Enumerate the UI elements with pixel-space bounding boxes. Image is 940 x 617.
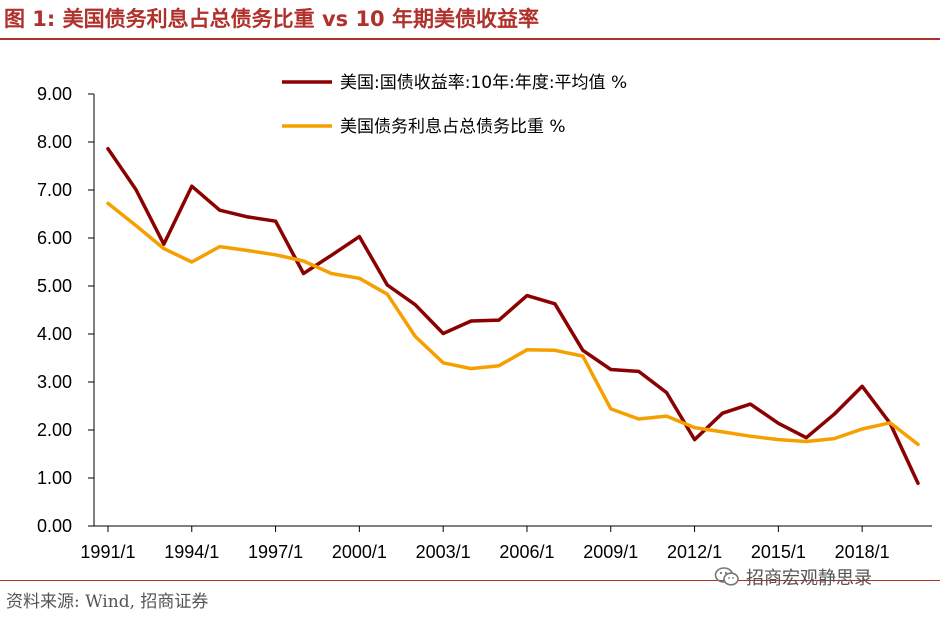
- watermark-text: 招商宏观静思录: [746, 568, 872, 589]
- x-tick-label: 1991/1: [80, 542, 135, 562]
- source-note: 资料来源: Wind, 招商证券: [6, 592, 209, 612]
- x-tick-label: 2000/1: [332, 542, 387, 562]
- legend-label-1: 美国:国债收益率:10年:年度:平均值 %: [340, 73, 627, 93]
- y-tick-label: 2.00: [37, 420, 72, 440]
- x-tick-label: 1997/1: [248, 542, 303, 562]
- x-tick-label: 2003/1: [416, 542, 471, 562]
- y-tick-label: 0.00: [37, 516, 72, 536]
- x-tick-label: 2006/1: [499, 542, 554, 562]
- wechat-icon: [714, 567, 739, 586]
- y-tick-label: 4.00: [37, 324, 72, 344]
- series-line-1: [106, 146, 920, 486]
- y-tick-label: 7.00: [37, 180, 72, 200]
- x-tick-label: 2012/1: [667, 542, 722, 562]
- y-tick-label: 8.00: [37, 132, 72, 152]
- y-tick-label: 6.00: [37, 228, 72, 248]
- series-line-2: [106, 201, 920, 447]
- x-tick-label: 2015/1: [751, 542, 806, 562]
- x-tick-label: 1994/1: [164, 542, 219, 562]
- watermark: 招商宏观静思录: [714, 562, 872, 592]
- x-tick-label: 2018/1: [835, 542, 890, 562]
- y-tick-label: 1.00: [37, 468, 72, 488]
- legend-label-2: 美国债务利息占总债务比重 %: [340, 117, 566, 137]
- x-tick-label: 2009/1: [583, 542, 638, 562]
- footer-divider: [0, 580, 940, 581]
- y-tick-label: 9.00: [37, 84, 72, 104]
- y-tick-label: 5.00: [37, 276, 72, 296]
- title-divider: [0, 38, 940, 40]
- y-tick-label: 3.00: [37, 372, 72, 392]
- figure-title: 图 1: 美国债务利息占总债务比重 vs 10 年期美债收益率: [4, 7, 539, 31]
